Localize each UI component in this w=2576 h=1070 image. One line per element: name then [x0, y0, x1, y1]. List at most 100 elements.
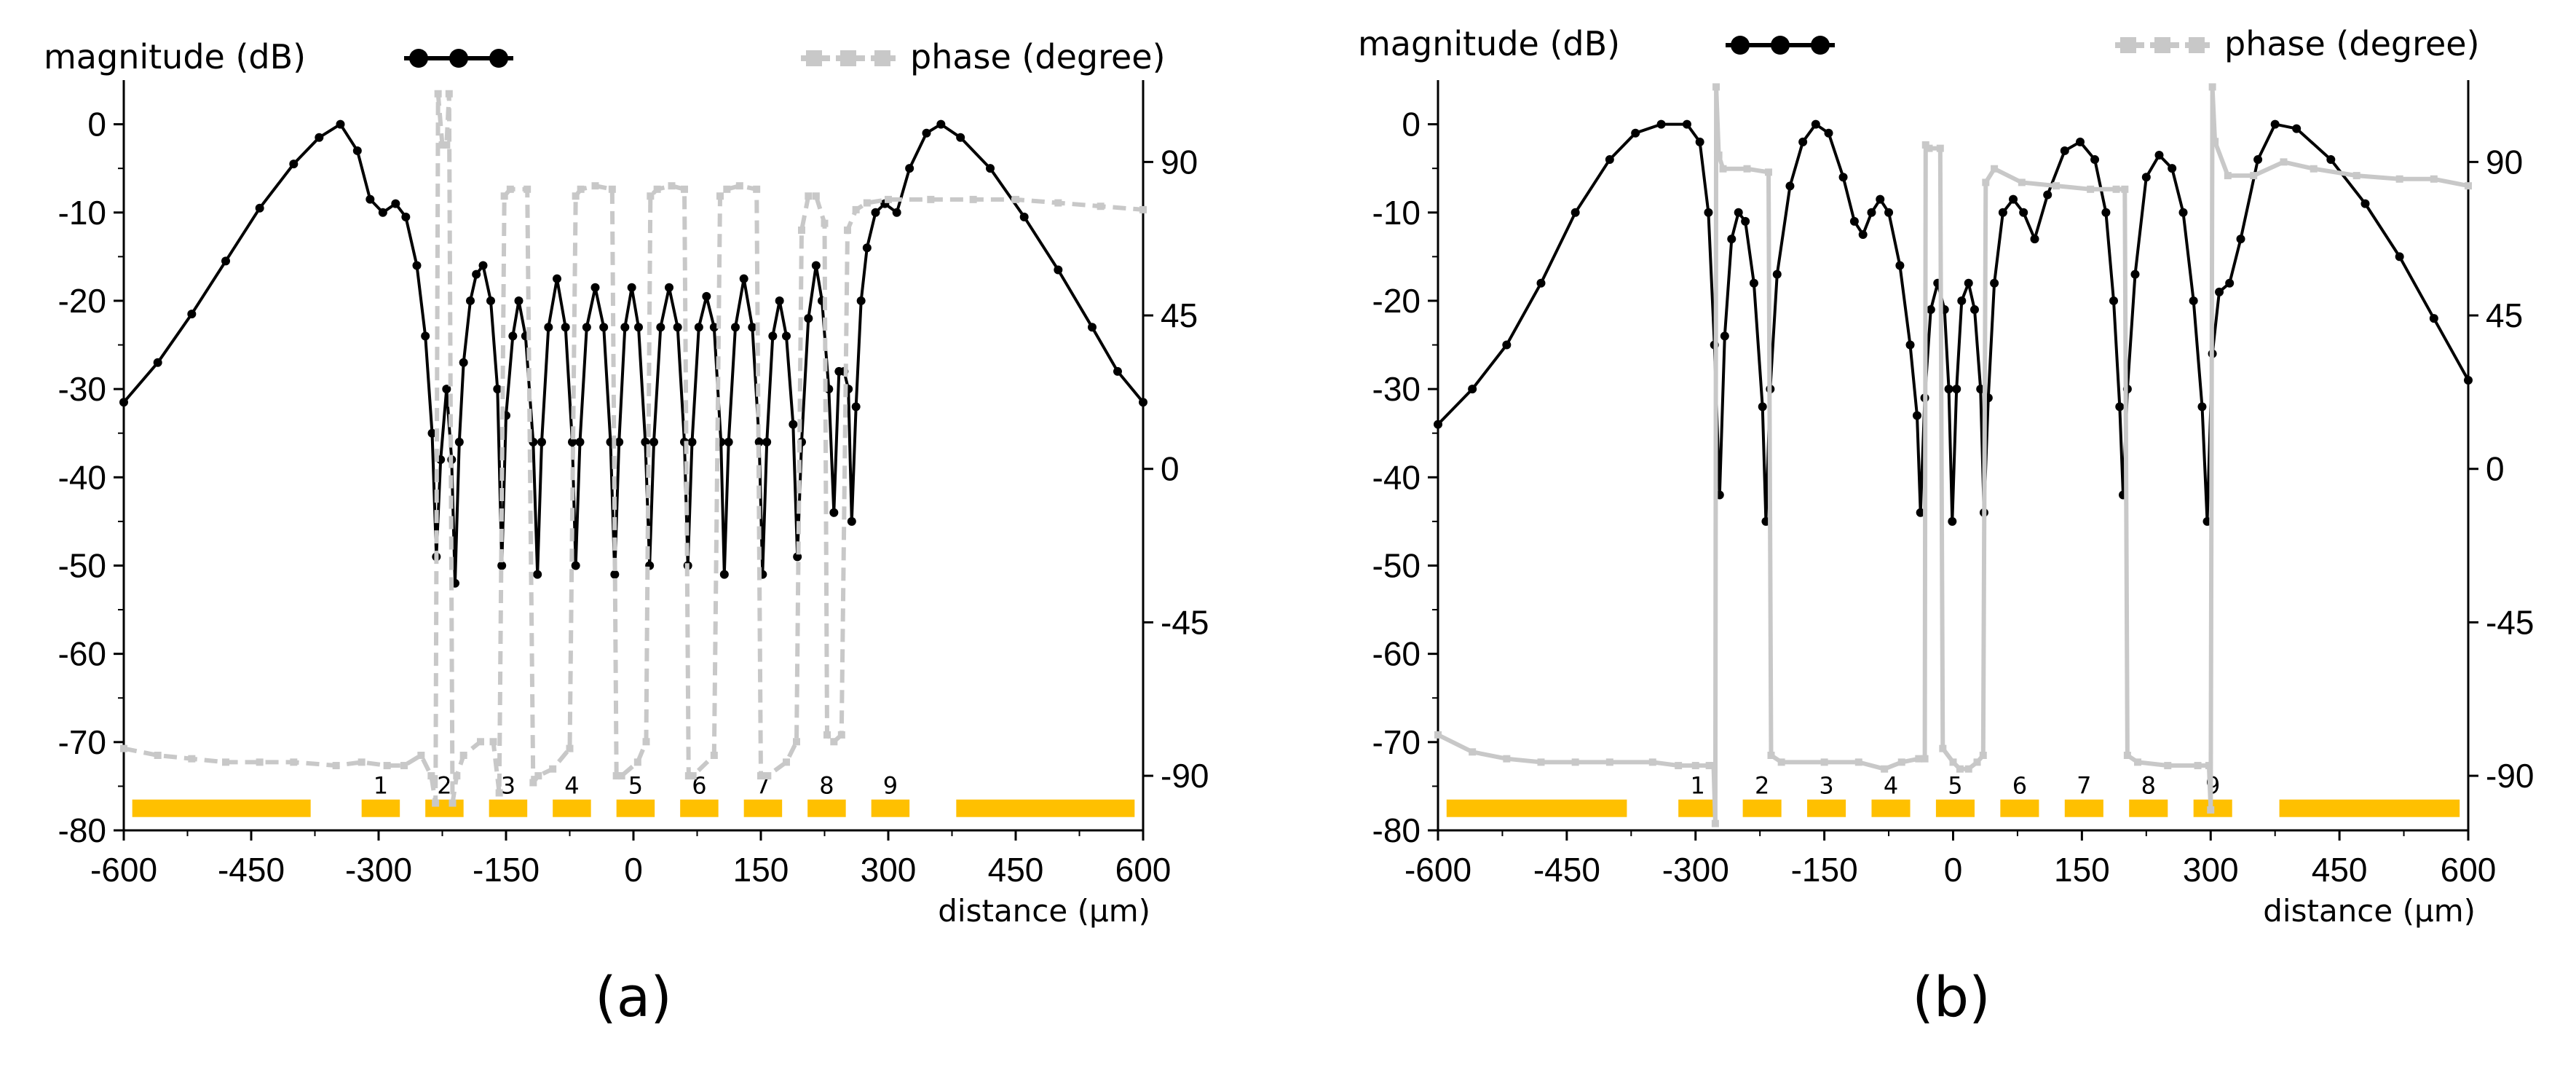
y-left-tick-label: -60	[1372, 635, 1421, 673]
data-point	[534, 772, 542, 780]
data-point	[768, 331, 778, 341]
data-point	[553, 274, 561, 283]
data-point	[1957, 296, 1967, 305]
data-point	[811, 261, 821, 270]
data-point	[575, 437, 585, 447]
segment-bar	[1871, 799, 1911, 817]
data-point	[599, 323, 609, 332]
data-point	[615, 437, 624, 447]
data-point	[2225, 278, 2235, 288]
data-point	[1881, 765, 1889, 773]
y-left-tick-label: 0	[1402, 106, 1421, 143]
data-point	[357, 758, 366, 766]
data-point	[830, 738, 838, 746]
data-point	[885, 195, 892, 203]
data-point	[1925, 144, 1933, 152]
data-point	[922, 128, 931, 138]
segment-bar	[807, 799, 846, 817]
data-point	[1571, 208, 1580, 217]
series-line	[123, 91, 1144, 806]
data-point	[719, 570, 729, 579]
x-tick-label: 150	[2054, 851, 2110, 889]
data-point	[709, 323, 719, 332]
data-point	[1838, 173, 1848, 182]
data-point	[571, 561, 580, 570]
data-point	[566, 744, 574, 752]
data-point	[582, 323, 591, 332]
y-right-tick-label: 90	[2486, 143, 2523, 181]
data-point	[837, 731, 845, 739]
data-point	[1939, 744, 1947, 752]
data-point	[497, 561, 507, 570]
data-point	[793, 738, 800, 746]
y-left-tick-label: -40	[58, 458, 106, 496]
segment-bar	[361, 799, 400, 817]
legend-phase-label: phase (degree)	[2224, 24, 2480, 63]
data-point	[2009, 194, 2018, 204]
segment-bar	[2000, 799, 2039, 817]
data-point	[2030, 235, 2039, 244]
segment-bar	[1678, 799, 1718, 817]
data-point	[459, 358, 468, 367]
segment-label: 2	[1755, 772, 1769, 800]
data-point	[710, 752, 718, 759]
data-point	[1695, 137, 1704, 146]
legend-phase-marker	[2154, 37, 2170, 53]
data-point	[627, 283, 636, 292]
data-point	[2189, 296, 2198, 305]
data-point	[366, 194, 375, 204]
data-point	[724, 437, 733, 447]
data-point	[1088, 323, 1097, 332]
x-tick-label: 450	[2312, 851, 2368, 889]
segment-bar	[1807, 799, 1846, 817]
y-right-tick-label: -45	[1161, 603, 1209, 641]
data-point	[1743, 165, 1751, 173]
data-point	[1605, 155, 1614, 165]
data-point	[641, 437, 650, 447]
data-point	[684, 772, 692, 780]
data-point	[2253, 155, 2263, 165]
legend: magnitude (dB) phase (degree)	[44, 37, 1166, 76]
data-point	[1979, 752, 1987, 759]
data-point	[1734, 208, 1743, 217]
data-point	[1949, 758, 1957, 766]
series-phase	[1434, 83, 2472, 827]
data-point	[856, 296, 866, 305]
data-point	[673, 323, 682, 332]
y-left-tick-label: -10	[58, 194, 106, 232]
data-point	[633, 758, 641, 766]
data-point	[782, 331, 791, 341]
data-point	[805, 192, 813, 200]
segment-bar	[2279, 799, 2460, 817]
data-point	[716, 192, 724, 200]
data-point	[1964, 278, 1973, 288]
data-point	[417, 752, 425, 759]
data-point	[2101, 208, 2111, 217]
data-point	[775, 296, 784, 305]
y-left-tick-label: 0	[87, 106, 106, 143]
data-point	[2134, 758, 2142, 766]
data-point	[2109, 296, 2119, 305]
x-tick-label: 450	[988, 851, 1044, 889]
data-point	[2395, 252, 2404, 261]
data-point	[2043, 190, 2052, 200]
data-point	[681, 185, 688, 193]
data-point	[495, 789, 503, 797]
data-point	[2076, 137, 2085, 146]
data-point	[508, 331, 518, 341]
data-point	[478, 261, 488, 270]
data-point	[656, 323, 665, 332]
data-point	[1895, 261, 1905, 270]
data-point	[1936, 144, 1944, 152]
data-point	[2018, 178, 2026, 186]
data-point	[2215, 287, 2224, 296]
data-point	[1712, 83, 1720, 91]
data-point	[610, 570, 620, 579]
data-point	[2019, 208, 2028, 217]
data-point	[647, 192, 655, 200]
x-axis-title: distance (μm)	[938, 893, 1150, 929]
data-point	[1973, 758, 1981, 766]
data-point	[1905, 340, 1915, 350]
data-point	[852, 205, 860, 213]
segment-label: 7	[2077, 772, 2091, 800]
